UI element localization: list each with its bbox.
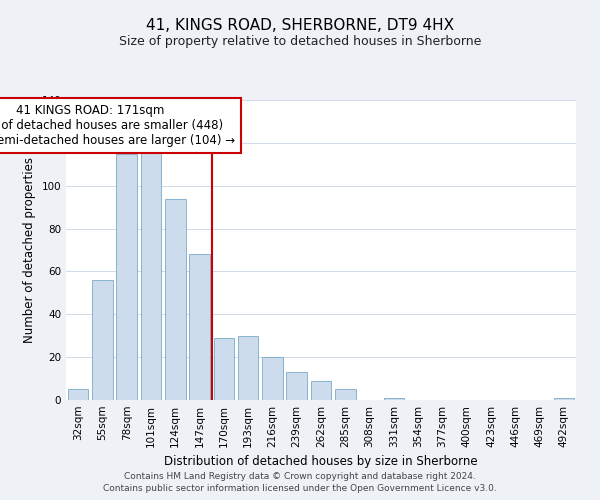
Bar: [189, 254, 210, 400]
Bar: [116, 154, 137, 400]
Bar: [262, 357, 283, 400]
Bar: [335, 390, 356, 400]
Bar: [311, 380, 331, 400]
Bar: [286, 372, 307, 400]
Text: 41 KINGS ROAD: 171sqm
← 81% of detached houses are smaller (448)
19% of semi-det: 41 KINGS ROAD: 171sqm ← 81% of detached …: [0, 104, 235, 148]
Bar: [554, 398, 574, 400]
Text: Contains public sector information licensed under the Open Government Licence v3: Contains public sector information licen…: [103, 484, 497, 493]
Bar: [140, 115, 161, 400]
Text: Size of property relative to detached houses in Sherborne: Size of property relative to detached ho…: [119, 35, 481, 48]
Bar: [383, 398, 404, 400]
X-axis label: Distribution of detached houses by size in Sherborne: Distribution of detached houses by size …: [164, 456, 478, 468]
Bar: [92, 280, 113, 400]
Bar: [68, 390, 88, 400]
Y-axis label: Number of detached properties: Number of detached properties: [23, 157, 36, 343]
Bar: [214, 338, 234, 400]
Text: 41, KINGS ROAD, SHERBORNE, DT9 4HX: 41, KINGS ROAD, SHERBORNE, DT9 4HX: [146, 18, 454, 32]
Bar: [165, 198, 185, 400]
Text: Contains HM Land Registry data © Crown copyright and database right 2024.: Contains HM Land Registry data © Crown c…: [124, 472, 476, 481]
Bar: [238, 336, 259, 400]
